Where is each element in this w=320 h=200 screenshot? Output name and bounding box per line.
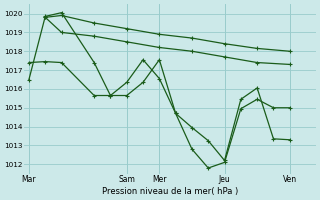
X-axis label: Pression niveau de la mer( hPa ): Pression niveau de la mer( hPa ) (102, 187, 238, 196)
